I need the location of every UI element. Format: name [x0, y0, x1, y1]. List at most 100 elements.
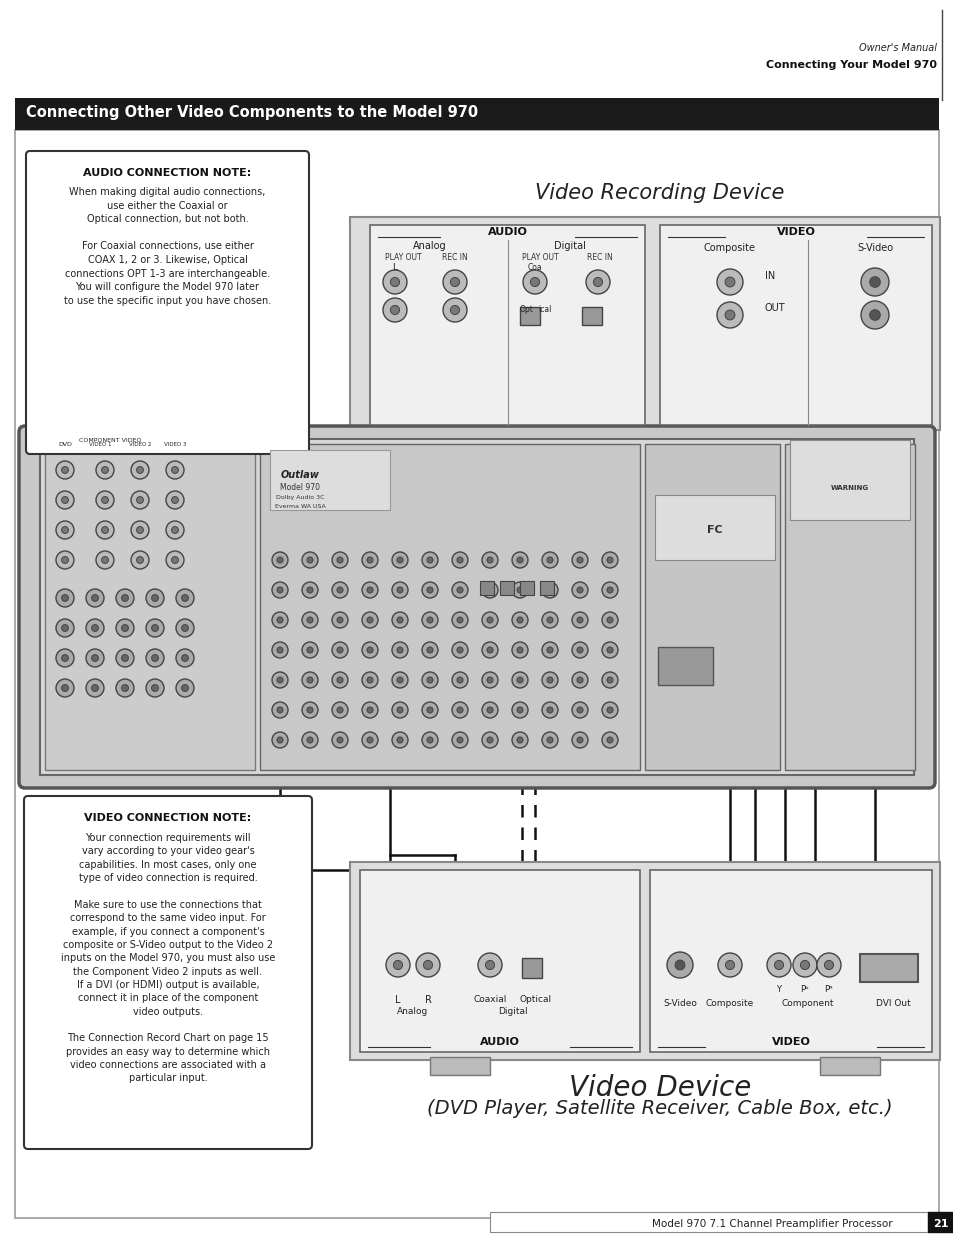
Bar — [359, 869, 639, 1052]
Circle shape — [816, 953, 841, 977]
Circle shape — [546, 706, 553, 713]
Bar — [784, 445, 914, 769]
Circle shape — [86, 619, 104, 637]
Circle shape — [800, 961, 809, 969]
Circle shape — [367, 618, 373, 622]
Circle shape — [427, 587, 433, 593]
Circle shape — [717, 303, 742, 329]
Circle shape — [577, 737, 582, 743]
Circle shape — [101, 526, 109, 534]
Circle shape — [601, 613, 618, 629]
Circle shape — [517, 677, 522, 683]
Bar — [859, 953, 917, 982]
Circle shape — [272, 642, 288, 658]
Circle shape — [593, 278, 602, 287]
Text: DVD: DVD — [58, 442, 71, 447]
Circle shape — [336, 737, 343, 743]
Circle shape — [390, 278, 399, 287]
Circle shape — [307, 587, 313, 593]
Circle shape — [486, 587, 493, 593]
Text: L: L — [395, 995, 400, 1005]
Text: VIDEO: VIDEO — [776, 227, 815, 237]
Circle shape — [152, 655, 158, 662]
Circle shape — [456, 677, 462, 683]
Circle shape — [175, 619, 193, 637]
Circle shape — [152, 625, 158, 631]
Circle shape — [486, 647, 493, 653]
Bar — [499, 580, 514, 595]
Circle shape — [146, 589, 164, 606]
Circle shape — [601, 642, 618, 658]
Text: Digital: Digital — [554, 241, 585, 251]
Circle shape — [477, 953, 501, 977]
Circle shape — [332, 672, 348, 688]
Text: S-Video: S-Video — [662, 999, 697, 1008]
Circle shape — [172, 557, 178, 563]
Circle shape — [572, 672, 587, 688]
Circle shape — [486, 557, 493, 563]
Circle shape — [392, 613, 408, 629]
Circle shape — [86, 589, 104, 606]
Circle shape — [606, 737, 613, 743]
Circle shape — [452, 642, 468, 658]
Circle shape — [390, 305, 399, 315]
Circle shape — [116, 679, 133, 697]
Text: Pᴿ: Pᴿ — [823, 986, 833, 994]
Circle shape — [382, 298, 407, 322]
Text: Component: Component — [781, 999, 833, 1008]
Bar — [649, 869, 931, 1052]
Text: Optical: Optical — [519, 995, 552, 1004]
Circle shape — [367, 737, 373, 743]
Circle shape — [522, 270, 546, 294]
Circle shape — [96, 492, 113, 509]
Circle shape — [336, 618, 343, 622]
Circle shape — [517, 587, 522, 593]
Circle shape — [601, 732, 618, 748]
Text: Opt: Opt — [519, 305, 534, 315]
Circle shape — [861, 301, 888, 329]
Bar — [490, 1212, 927, 1233]
Circle shape — [56, 650, 74, 667]
Circle shape — [336, 647, 343, 653]
Circle shape — [724, 277, 734, 287]
Circle shape — [332, 642, 348, 658]
Circle shape — [91, 655, 98, 662]
Circle shape — [512, 582, 527, 598]
Circle shape — [307, 647, 313, 653]
Circle shape — [546, 618, 553, 622]
Text: WARNING: WARNING — [830, 485, 868, 492]
Text: Video Recording Device: Video Recording Device — [535, 183, 784, 203]
Circle shape — [361, 552, 377, 568]
Text: Your connection requirements will
vary according to your video gear's
capabiliti: Your connection requirements will vary a… — [61, 832, 274, 1083]
Circle shape — [121, 625, 129, 631]
Text: Coa: Coa — [527, 263, 541, 273]
Bar — [15, 98, 938, 130]
Circle shape — [56, 492, 74, 509]
Circle shape — [481, 701, 497, 718]
Circle shape — [601, 672, 618, 688]
Text: Dolby Audio 3C: Dolby Audio 3C — [275, 495, 324, 500]
Circle shape — [421, 732, 437, 748]
Text: R: R — [424, 995, 431, 1005]
Circle shape — [332, 732, 348, 748]
Circle shape — [517, 706, 522, 713]
Circle shape — [452, 613, 468, 629]
Bar — [270, 450, 390, 510]
Circle shape — [486, 706, 493, 713]
Circle shape — [396, 647, 402, 653]
Circle shape — [577, 706, 582, 713]
Circle shape — [517, 618, 522, 622]
Text: PLAY OUT: PLAY OUT — [384, 253, 421, 263]
Circle shape — [442, 298, 467, 322]
Text: Pᵇ: Pᵇ — [800, 986, 808, 994]
Circle shape — [452, 732, 468, 748]
Circle shape — [175, 589, 193, 606]
Bar — [659, 225, 931, 425]
Circle shape — [546, 587, 553, 593]
Text: S-Video: S-Video — [856, 243, 892, 253]
Text: FC: FC — [706, 525, 722, 535]
Text: REC IN: REC IN — [441, 253, 467, 263]
Circle shape — [452, 701, 468, 718]
Circle shape — [361, 732, 377, 748]
Circle shape — [116, 650, 133, 667]
